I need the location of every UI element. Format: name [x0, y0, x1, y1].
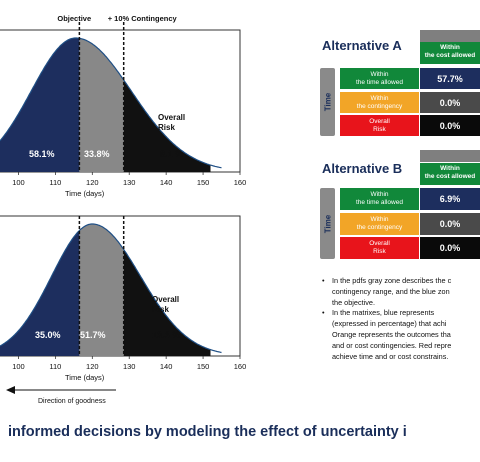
region-value-label: 35.0%	[35, 330, 61, 340]
note-item-1-line: the objective.	[332, 297, 375, 307]
cell-within-time: 57.7%	[420, 68, 480, 89]
contingency-label: + 10% Contingency	[108, 14, 178, 23]
time-axis-bar: Time	[320, 68, 335, 136]
cost-header-line-2: the cost allowed	[424, 173, 476, 180]
cell-overall-risk: 0.0%	[420, 115, 480, 136]
x-tick-label: 120	[86, 362, 99, 371]
note-item-2-line: achieve time and or cost constrains.	[332, 351, 449, 361]
region-value-label: 58.1%	[29, 149, 55, 159]
risk-value-label: 8.1 %	[160, 149, 183, 159]
x-tick-label: 110	[49, 178, 61, 187]
x-tick-label: 150	[197, 362, 210, 371]
overall-risk-label: Risk	[158, 123, 175, 132]
objective-label: Objective	[57, 14, 91, 23]
distribution-plots: Objective + 10% Contingency 58.1% 33.8% 8.1 …	[0, 14, 247, 394]
region-contingency	[79, 38, 124, 172]
region-within-objective	[0, 38, 80, 172]
x-tick-label: 160	[234, 178, 247, 187]
x-tick-label: 140	[160, 362, 173, 371]
note-item-2-line: (expressed in percentage) that achi	[332, 319, 447, 329]
region-overall-risk	[123, 249, 211, 356]
x-tick-label: 130	[123, 178, 136, 187]
note-item-2-line: and or cost contingencies. Red repre	[332, 340, 452, 350]
cost-header-line-2: the cost allowed	[424, 52, 476, 59]
cost-header: Within the cost allowed	[420, 42, 480, 64]
cell-within-time: 6.9%	[420, 188, 480, 210]
x-tick-label: 100	[12, 362, 25, 371]
cost-header: Within the cost allowed	[420, 163, 480, 185]
time-axis-bar: Time	[320, 188, 335, 259]
row-label-within-time: Within the time allowed	[340, 188, 419, 210]
x-tick-label: 110	[49, 362, 61, 371]
direction-arrow	[6, 386, 116, 394]
x-tick-label: 130	[123, 362, 136, 371]
row-label-overall-risk: Overall Risk	[340, 115, 419, 136]
time-axis-label: Time	[323, 214, 332, 233]
x-tick-label: 100	[12, 178, 25, 187]
distribution-chart-1: Objective + 10% Contingency 58.1% 33.8% 8.1 …	[0, 14, 246, 198]
x-tick-label: 140	[160, 178, 173, 187]
risk-value-label: 13.3 %	[152, 330, 180, 340]
time-axis-label: Time	[323, 92, 332, 112]
cost-header-line-1: Within	[440, 165, 460, 172]
cost-header-line-1: Within	[440, 44, 460, 51]
distribution-curve	[0, 37, 222, 169]
region-contingency	[79, 224, 124, 356]
note-item-1: In the pdfs gray zone describes the c	[322, 276, 480, 287]
x-tick-label: 150	[197, 178, 210, 187]
x-tick-label: 120	[86, 178, 99, 187]
overall-risk-label: Overall	[158, 113, 185, 122]
cell-within-contingency: 0.0%	[420, 92, 480, 113]
region-value-label: 51.7%	[80, 330, 106, 340]
note-item-2-line: Orange represents the outcomes tha	[332, 329, 451, 339]
direction-of-goodness-label: Direction of goodness	[38, 398, 106, 405]
distribution-curve	[0, 223, 222, 354]
region-value-label: 33.8%	[84, 149, 110, 159]
row-label-within-contingency: Within the contingency	[340, 92, 419, 113]
cell-within-contingency: 0.0%	[420, 213, 480, 235]
row-label-overall-risk: Overall Risk	[340, 237, 419, 259]
x-tick-label: 160	[234, 362, 247, 371]
caption: informed decisions by modeling the effec…	[8, 424, 407, 440]
matrix-header-gray	[420, 30, 480, 42]
row-label-within-contingency: Within the contingency	[340, 213, 419, 235]
overall-risk-label: Overall	[152, 295, 179, 304]
x-axis-label: Time (days)	[65, 189, 105, 198]
note-item-2: In the matrixes, blue represents	[322, 308, 480, 319]
notes-list: In the pdfs gray zone describes the c co…	[322, 276, 480, 362]
note-item-1-line: contingency range, and the blue zon	[332, 286, 450, 296]
cell-overall-risk: 0.0%	[420, 237, 480, 259]
overall-risk-label: Risk	[152, 305, 169, 314]
matrix-title: Alternative A	[322, 38, 402, 53]
matrix-header-gray	[420, 150, 480, 162]
matrix-title: Alternative B	[322, 161, 403, 176]
region-overall-risk	[123, 80, 211, 172]
row-label-within-time: Within the time allowed	[340, 68, 419, 89]
x-axis-label: Time (days)	[65, 373, 105, 382]
